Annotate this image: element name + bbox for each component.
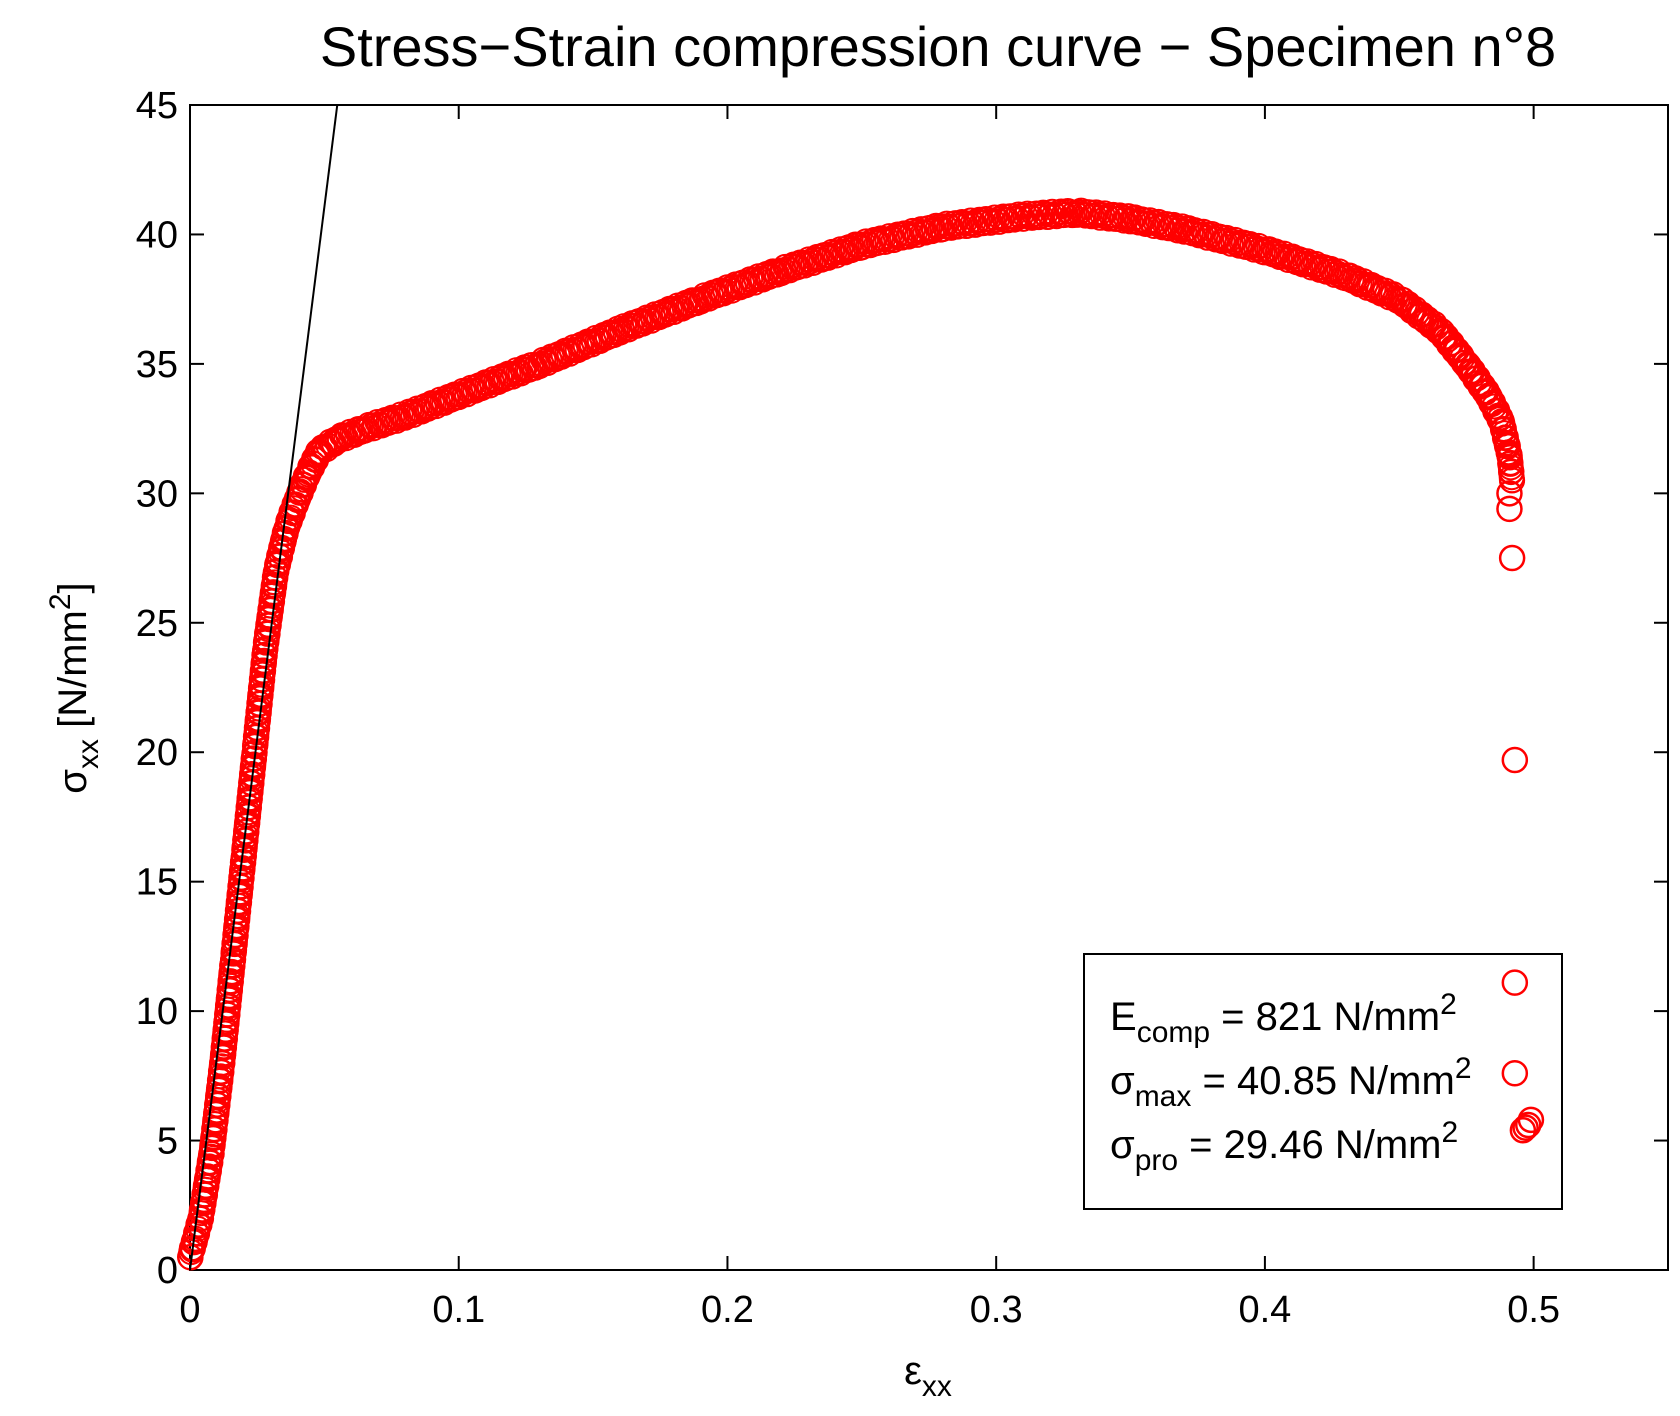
x-tick-label: 0.1 (432, 1289, 485, 1331)
chart-title: Stress−Strain compression curve − Specim… (320, 15, 1556, 78)
data-point-tail (1501, 969, 1529, 996)
legend-pro-value: = 29.46 N/mm (1178, 1123, 1441, 1167)
y-axis-label-unit-exponent: 2 (44, 593, 77, 610)
x-axis-label-symbol: ε (904, 1349, 922, 1393)
y-tick-label: 10 (136, 991, 178, 1033)
legend-pro-symbol: σ (1110, 1123, 1135, 1167)
legend-line-max-stress: σmax = 40.85 N/mm2 (1110, 1052, 1472, 1113)
data-point (693, 284, 720, 311)
data-point (774, 256, 801, 283)
legend-max-value: = 40.85 N/mm (1191, 1059, 1454, 1103)
y-tick-label: 35 (136, 344, 178, 386)
data-point (239, 761, 266, 788)
legend-pro-exponent: 2 (1441, 1116, 1458, 1149)
x-tick-label: 0.3 (970, 1289, 1023, 1331)
legend-modulus-exponent: 2 (1440, 988, 1457, 1021)
x-tick-label: 0.5 (1507, 1289, 1560, 1331)
y-tick-label: 40 (136, 214, 178, 256)
x-axis-label-subscript: xx (922, 1370, 952, 1403)
y-axis-label-unit: [N/mm (51, 610, 95, 739)
y-tick-labels: 0 5 10 15 20 25 30 35 40 45 (136, 85, 178, 1292)
legend-max-exponent: 2 (1455, 1052, 1472, 1085)
legend-modulus-subscript: comp (1137, 1016, 1210, 1049)
data-point (451, 379, 478, 406)
legend-max-subscript: max (1135, 1080, 1192, 1113)
legend-frame (1083, 953, 1563, 1210)
data-point (217, 968, 244, 995)
data-point-tail (1515, 1111, 1542, 1139)
data-point (1498, 458, 1525, 485)
plot-area (189, 104, 1669, 1271)
data-point-tail (1517, 1106, 1545, 1134)
data-point-tail (1512, 1114, 1539, 1141)
x-axis-label: εxx (904, 1349, 952, 1403)
y-tick-label: 45 (136, 85, 178, 127)
data-point (1039, 198, 1066, 225)
y-tick-label: 25 (136, 603, 178, 645)
y-axis-label-unit-close: ] (51, 582, 95, 593)
legend-line-proportional-stress: σpro = 29.46 N/mm2 (1110, 1116, 1458, 1177)
legend-modulus-symbol: E (1110, 995, 1137, 1039)
y-tick-label: 20 (136, 732, 178, 774)
y-axis-label: σxx [N/mm2] (44, 582, 105, 793)
x-tick-label: 0.4 (1238, 1289, 1291, 1331)
data-point-tail (1501, 1059, 1529, 1087)
legend-modulus-value: = 821 N/mm (1210, 995, 1440, 1039)
legend-pro-subscript: pro (1135, 1144, 1178, 1177)
tail-data-markers (1496, 480, 1545, 1144)
y-tick-label: 0 (157, 1250, 178, 1292)
data-point (1300, 252, 1327, 279)
y-axis-label-subscript: xx (72, 739, 105, 769)
data-point-tail (1501, 746, 1529, 774)
x-tick-labels: 0 0.1 0.2 0.3 0.4 0.5 (179, 1289, 1560, 1331)
data-point-tail (1498, 544, 1526, 572)
legend-box: Ecomp = 821 N/mm2 σmax = 40.85 N/mm2 σpr… (1083, 953, 1563, 1210)
data-point-tail (1496, 480, 1523, 507)
x-tick-label: 0 (179, 1289, 200, 1331)
axis-ticks (189, 104, 1668, 1271)
data-point (1499, 467, 1526, 494)
x-tick-label: 0.2 (701, 1289, 754, 1331)
y-axis-label-symbol: σ (51, 769, 95, 794)
data-point (250, 657, 277, 684)
data-point (797, 248, 824, 275)
data-point (613, 314, 640, 341)
elastic-fit-line (189, 104, 339, 1271)
y-tick-label: 30 (136, 473, 178, 515)
data-point-tail (1496, 495, 1523, 523)
y-tick-label: 5 (157, 1121, 178, 1163)
y-tick-label: 15 (136, 862, 178, 904)
legend-max-symbol: σ (1110, 1059, 1135, 1103)
data-markers (177, 197, 1526, 1271)
legend-line-modulus: Ecomp = 821 N/mm2 (1110, 988, 1457, 1049)
